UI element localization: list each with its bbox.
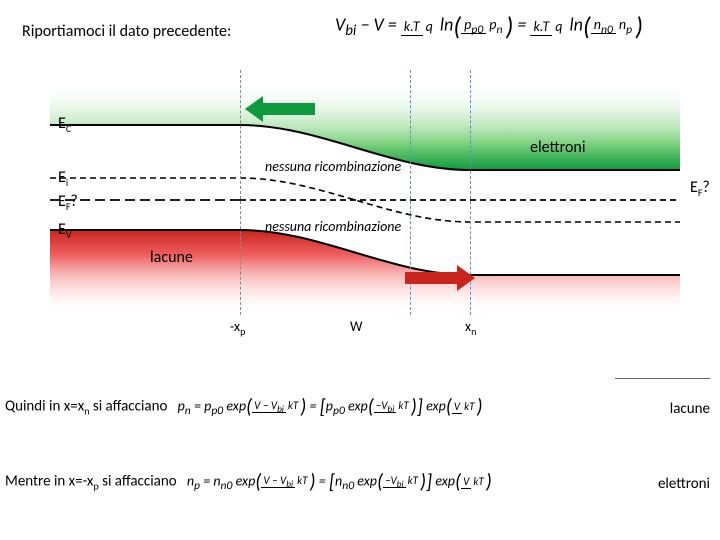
hole-arrow	[405, 265, 475, 291]
recomb-bot: nessuna ricombinazione	[265, 218, 401, 235]
ec-line	[50, 70, 680, 315]
label-ec: EC	[58, 114, 71, 135]
vline-xp	[240, 70, 241, 315]
bottom-end-2: elettroni	[658, 475, 710, 493]
deco-line	[615, 378, 710, 379]
bottom-line-2: Mentre in x=-xp si affacciano np = nn0 e…	[5, 470, 492, 494]
label-ei: Ei	[58, 168, 68, 189]
bottom-end-1: lacune	[670, 400, 710, 418]
label-ef-right: EF?	[690, 178, 710, 199]
equation-top: Vbi − V = k.Tq ln(pp0pn) = k.Tq ln(nn0np…	[335, 10, 643, 42]
label-ev: EV	[58, 220, 72, 241]
axis-xn: xn	[465, 318, 476, 338]
bottom-line-1: Quindi in x=xn si affacciano pn = pp0 ex…	[5, 395, 483, 419]
electron-arrow	[245, 96, 315, 122]
page-title: Riportiamoci il dato precedente:	[22, 22, 231, 41]
recomb-top: nessuna ricombinazione	[265, 158, 401, 175]
label-lacune: lacune	[150, 248, 193, 267]
band-diagram: EC Ei EF? EV elettroni lacune nessuna ri…	[50, 70, 680, 315]
label-elettroni: elettroni	[530, 138, 586, 157]
axis-xp: -xp	[230, 318, 245, 338]
axis-w: W	[350, 318, 362, 335]
label-ef: EF?	[58, 192, 78, 213]
